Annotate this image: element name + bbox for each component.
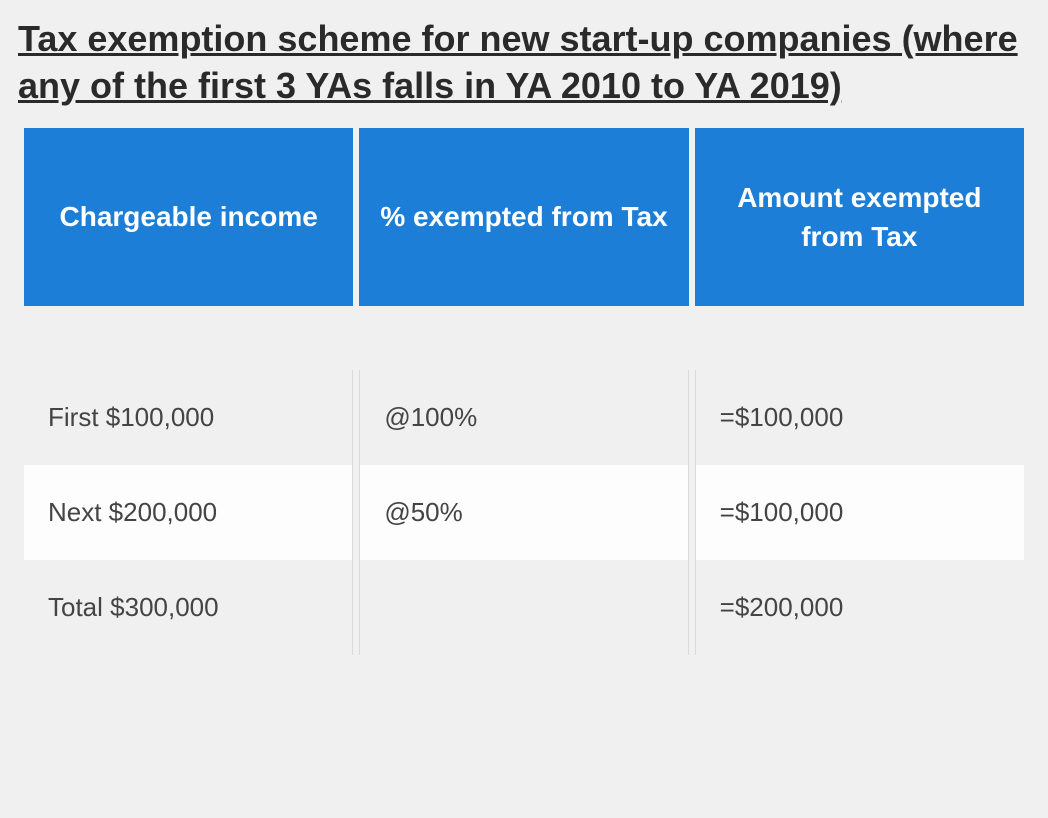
cell-chargeable: Next $200,000 (24, 465, 353, 560)
cell-chargeable: Total $300,000 (24, 560, 353, 655)
cell-pct: @100% (359, 370, 688, 465)
col-chargeable-income: Chargeable income (24, 128, 353, 306)
table-row: Total $300,000 =$200,000 (24, 560, 1024, 655)
cell-pct: @50% (359, 465, 688, 560)
col-amount-exempted: Amount exempted from Tax (695, 128, 1024, 306)
cell-amount: =$200,000 (695, 560, 1024, 655)
page-title: Tax exemption scheme for new start-up co… (18, 16, 1030, 110)
table-header-row: Chargeable income % exempted from Tax Am… (24, 128, 1024, 306)
table-row: First $100,000 @100% =$100,000 (24, 370, 1024, 465)
col-pct-exempted: % exempted from Tax (359, 128, 688, 306)
table-row: Next $200,000 @50% =$100,000 (24, 465, 1024, 560)
tax-exemption-table: Chargeable income % exempted from Tax Am… (18, 128, 1030, 655)
cell-chargeable: First $100,000 (24, 370, 353, 465)
cell-amount: =$100,000 (695, 370, 1024, 465)
cell-pct (359, 560, 688, 655)
page-container: Tax exemption scheme for new start-up co… (0, 0, 1048, 683)
cell-amount: =$100,000 (695, 465, 1024, 560)
